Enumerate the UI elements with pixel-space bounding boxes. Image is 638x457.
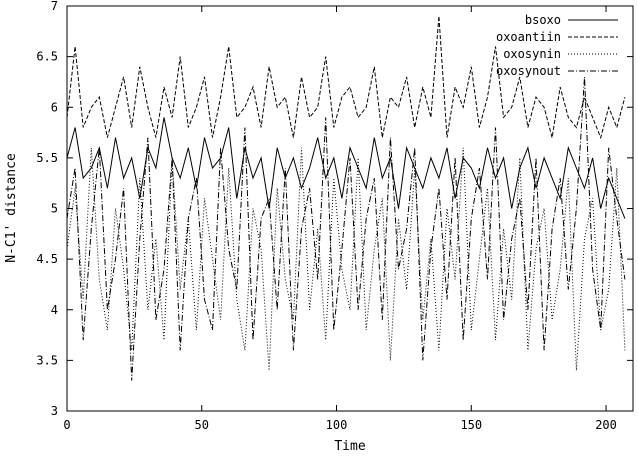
legend-label-oxosynin: oxosynin xyxy=(503,47,561,61)
series-line-oxosynout xyxy=(66,76,626,381)
x-axis-label: Time xyxy=(334,439,365,454)
series-layer xyxy=(66,16,626,381)
y-axis-label: N-C1' distance xyxy=(4,153,19,263)
y-tick-label: 3 xyxy=(51,404,58,418)
y-tick-label: 5 xyxy=(51,202,58,216)
axis-ticks: 0 50 100 150 200 3 3.5 4 4.5 5 5.5 6 6.5 7 xyxy=(36,0,633,432)
series-line-oxosynin xyxy=(66,147,626,371)
x-tick-label: 200 xyxy=(595,418,617,432)
y-tick-label: 6 xyxy=(51,100,58,114)
x-tick-label: 0 xyxy=(63,418,70,432)
series-line-bsoxo xyxy=(66,117,626,219)
y-tick-label: 7 xyxy=(51,0,58,13)
legend-label-oxosynout: oxosynout xyxy=(496,64,561,78)
y-tick-label: 4.5 xyxy=(36,252,58,266)
y-tick-label: 4 xyxy=(51,303,58,317)
legend-label-bsoxo: bsoxo xyxy=(525,13,561,27)
series-line-oxoantiin xyxy=(66,16,626,140)
y-tick-label: 3.5 xyxy=(36,353,58,367)
legend-label-oxoantiin: oxoantiin xyxy=(496,30,561,44)
x-tick-label: 100 xyxy=(326,418,348,432)
x-tick-label: 50 xyxy=(195,418,209,432)
x-tick-label: 150 xyxy=(460,418,482,432)
legend: bsoxo oxoantiin oxosynin oxosynout xyxy=(496,13,618,78)
y-tick-label: 6.5 xyxy=(36,50,58,64)
y-tick-label: 5.5 xyxy=(36,151,58,165)
